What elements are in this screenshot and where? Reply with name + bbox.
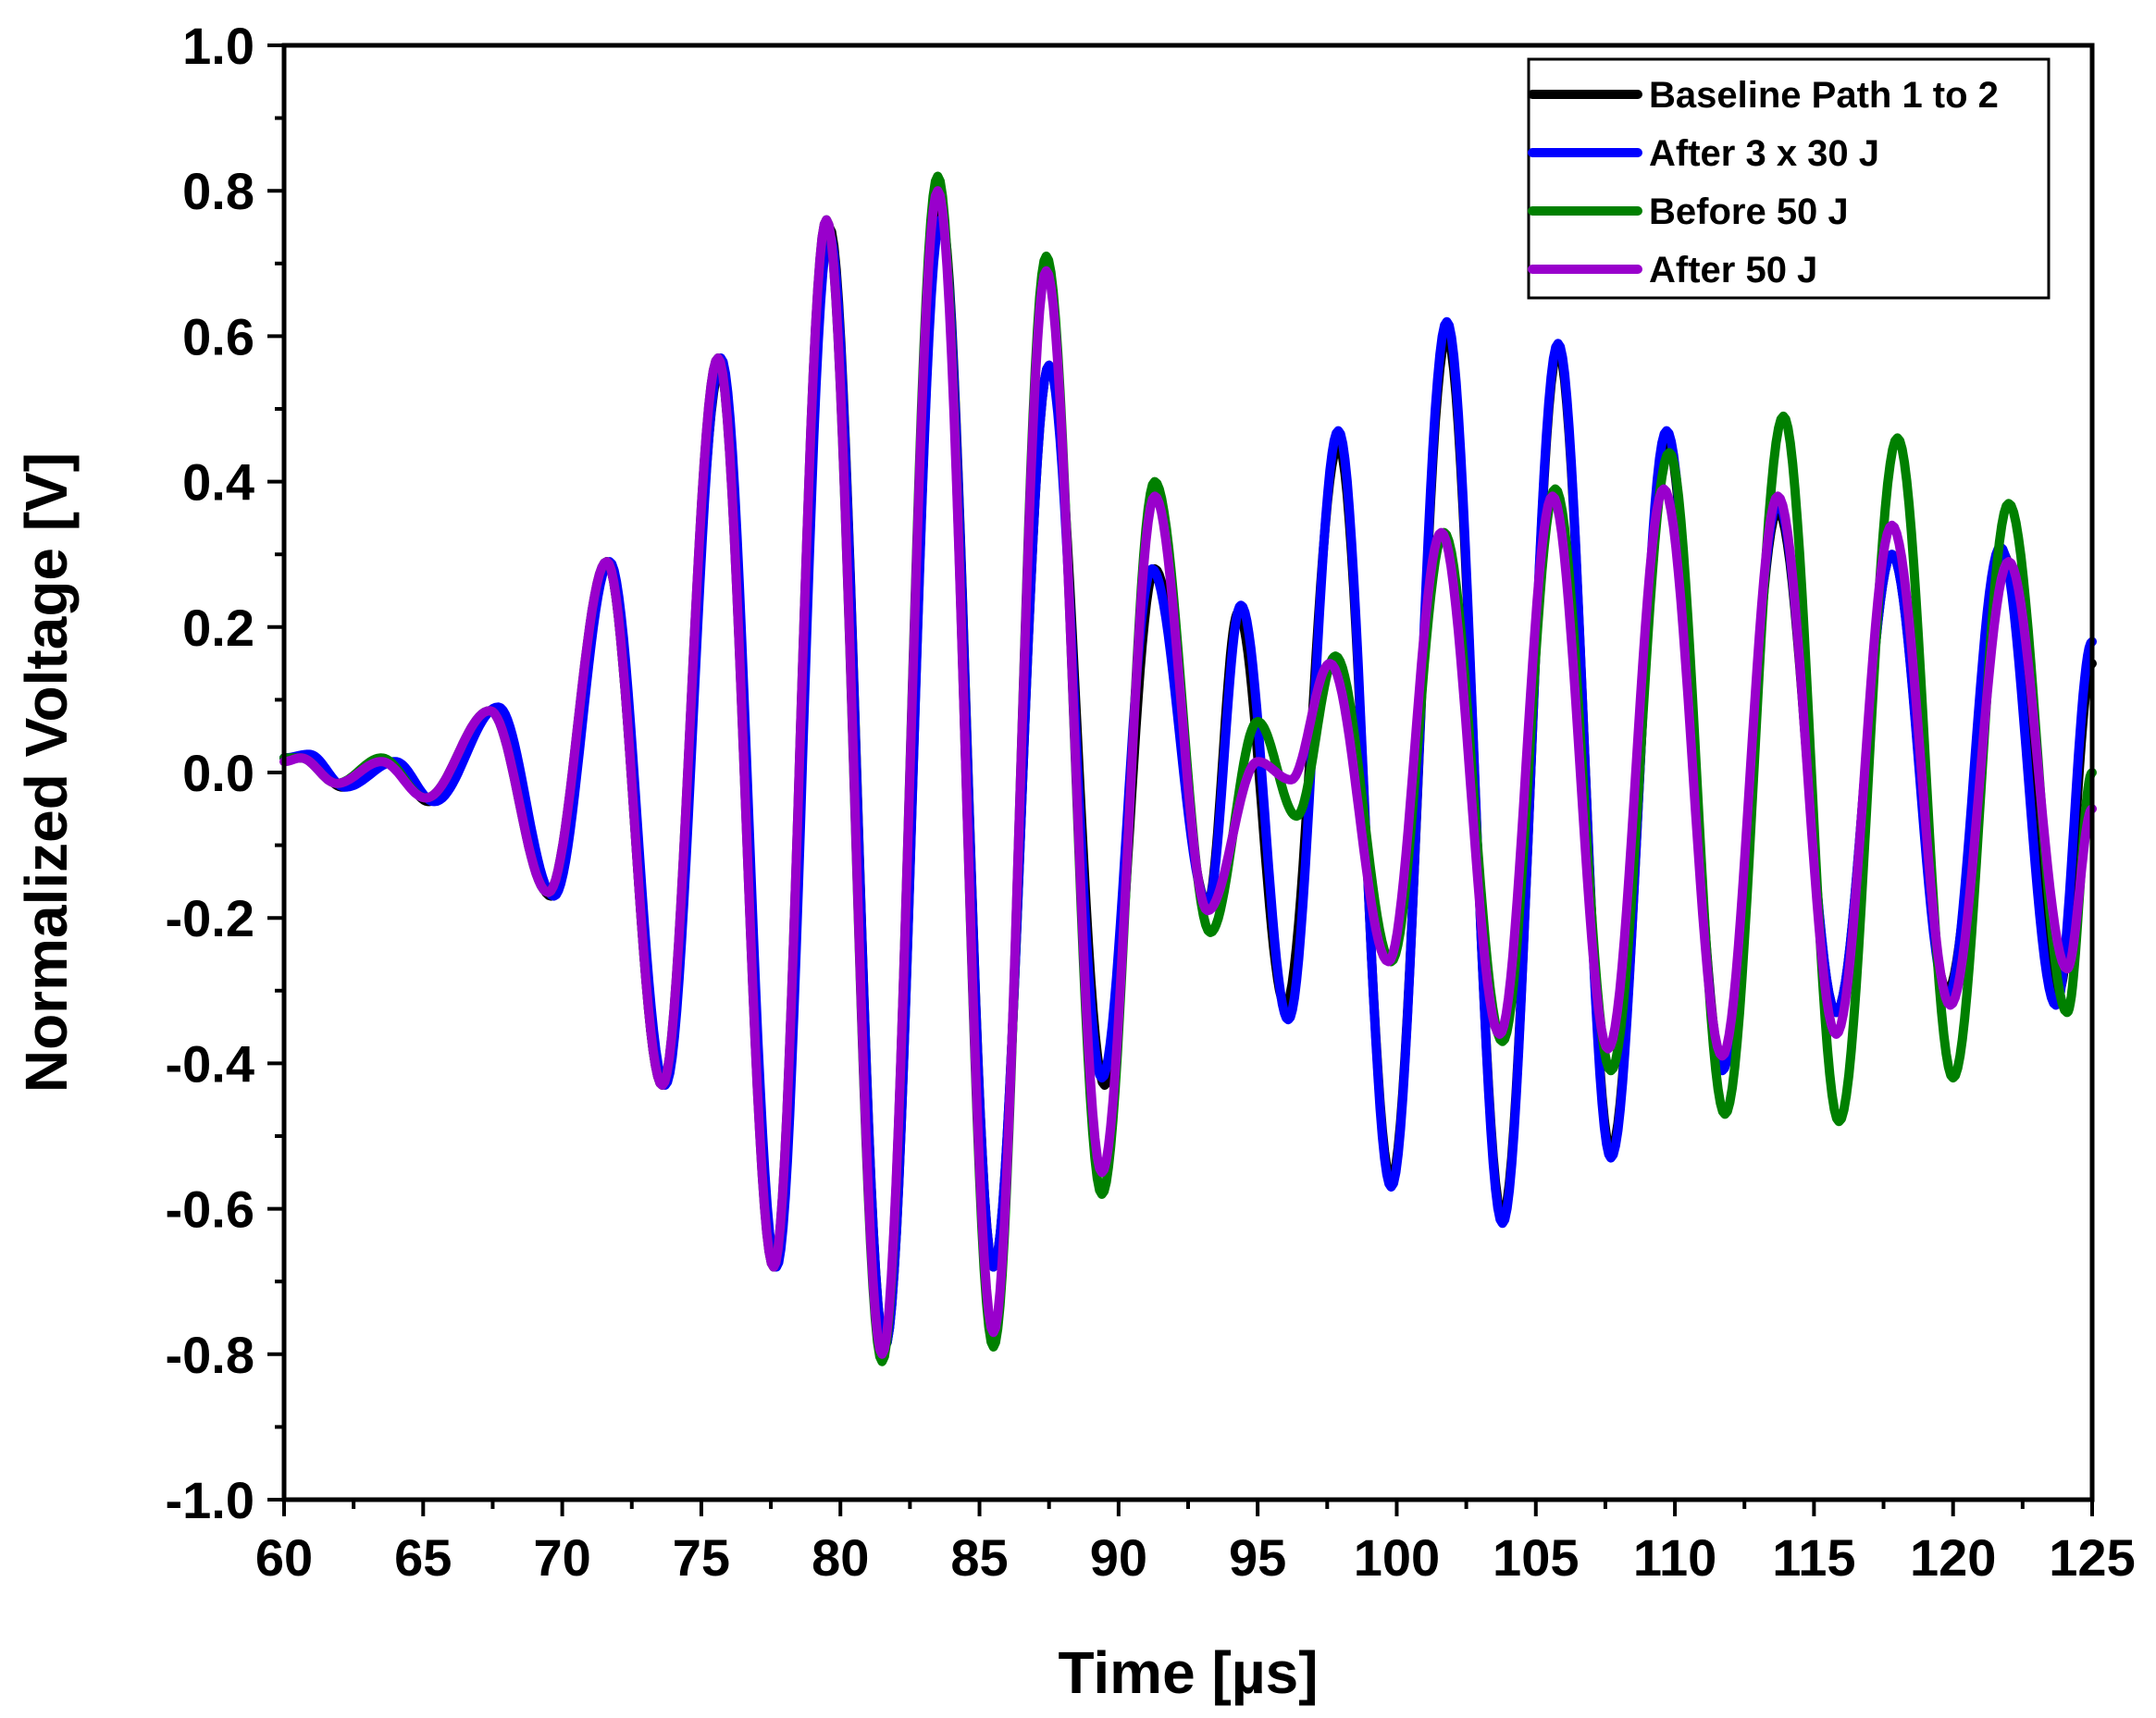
x-tick-label: 125 <box>2049 1528 2135 1587</box>
x-tick-label: 115 <box>1772 1528 1855 1587</box>
series-line <box>279 186 2097 1359</box>
legend-label: Before 50 J <box>1649 192 1849 232</box>
series-layer <box>279 171 2097 1366</box>
y-tick-label: 0.2 <box>182 599 254 657</box>
y-tick-label: 0.4 <box>182 453 254 512</box>
y-tick-label: -1.0 <box>166 1471 255 1529</box>
y-tick-label: -0.4 <box>166 1034 255 1093</box>
legend-label: After 3 x 30 J <box>1649 133 1879 174</box>
y-axis-ticks: -1.0 -0.8 -0.6 -0.4 -0.2 0.0 0.2 0.4 0.6 0.8 1.0 <box>166 17 284 1529</box>
y-tick-label: 0.0 <box>182 744 254 802</box>
y-tick-label: -0.8 <box>166 1326 255 1384</box>
legend: Baseline Path 1 to 2 After 3 x 30 J Before… <box>1527 57 2051 300</box>
legend-label: After 50 J <box>1649 250 1817 290</box>
y-tick-label: 0.8 <box>182 162 254 220</box>
x-tick-label: 70 <box>533 1528 590 1587</box>
x-tick-label: 100 <box>1354 1528 1440 1587</box>
x-tick-label: 120 <box>1910 1528 1996 1587</box>
x-axis-title: Time [µs] <box>1058 1639 1318 1706</box>
y-tick-label: -0.2 <box>166 889 255 947</box>
x-tick-label: 95 <box>1229 1528 1286 1587</box>
x-axis-ticks: 60 65 70 75 80 85 90 95 100 105 110 115 120 125 <box>255 1500 2136 1587</box>
x-tick-label: 60 <box>255 1528 313 1587</box>
x-tick-label: 90 <box>1090 1528 1147 1587</box>
legend-label: Baseline Path 1 to 2 <box>1649 75 1999 116</box>
y-tick-label: -0.6 <box>166 1180 255 1239</box>
y-tick-label: 0.6 <box>182 307 254 365</box>
x-tick-label: 85 <box>950 1528 1008 1587</box>
x-tick-label: 105 <box>1493 1528 1579 1587</box>
x-tick-label: 110 <box>1633 1528 1716 1587</box>
y-axis-title: Normalized Voltage [V] <box>13 452 80 1093</box>
x-tick-label: 75 <box>673 1528 730 1587</box>
x-tick-label: 80 <box>812 1528 869 1587</box>
x-tick-label: 65 <box>394 1528 452 1587</box>
y-tick-label: 1.0 <box>182 17 254 75</box>
